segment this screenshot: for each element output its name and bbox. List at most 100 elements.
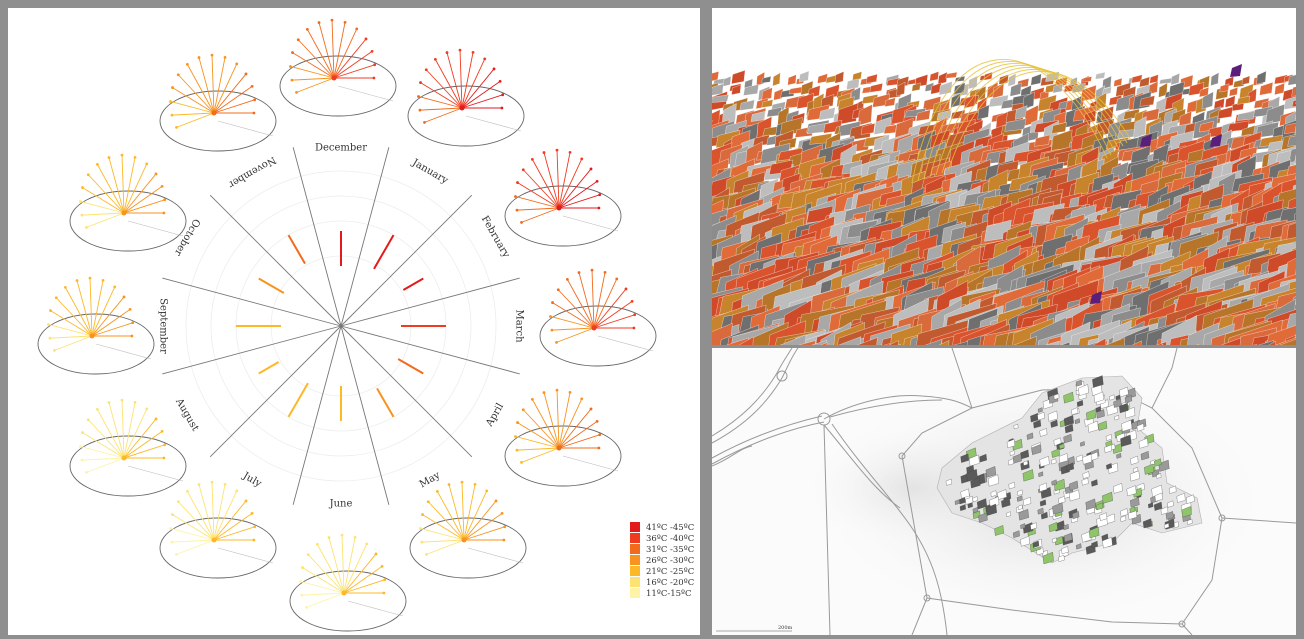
massing-block (1017, 504, 1023, 510)
massing-block (1020, 523, 1026, 529)
building-facet (915, 109, 931, 122)
building-facet (1082, 76, 1093, 83)
building-facet (1241, 75, 1251, 85)
massing-block (1075, 379, 1082, 387)
massing-block (1186, 494, 1195, 504)
month-label-august: August (173, 396, 201, 433)
building-facet (820, 94, 835, 109)
legend-label: 11ºC-15ºC (646, 589, 692, 599)
massing-block (1079, 441, 1085, 447)
massing-block (1048, 522, 1058, 533)
massing-block (1063, 415, 1074, 427)
massing-block (1168, 485, 1177, 494)
sun-path-glyph-october (69, 153, 187, 252)
guide-ring (210, 195, 472, 457)
sun-path-glyph-february (504, 148, 622, 247)
massing-block (1093, 391, 1104, 403)
massing-block (1012, 453, 1022, 464)
massing-block (1181, 506, 1192, 518)
massing-block (1006, 439, 1016, 449)
massing-block (1109, 394, 1115, 401)
spoke-line (340, 325, 390, 505)
massing-block (1078, 384, 1089, 396)
massing-block (1136, 423, 1145, 432)
legend-label: 21ºC -25ºC (646, 567, 694, 577)
building-facet (1201, 91, 1214, 110)
massing-block (1133, 466, 1139, 473)
month-label-june: June (329, 499, 353, 510)
massing-block (945, 478, 953, 486)
massing-block (1007, 458, 1015, 466)
legend-swatch (630, 588, 640, 598)
building-facet (938, 340, 950, 345)
massing-block (1058, 554, 1065, 562)
building-facet (1160, 343, 1164, 345)
massing-block (1154, 492, 1163, 502)
massing-block (959, 504, 966, 511)
building-facet (1030, 73, 1042, 86)
massing-block (1053, 393, 1060, 400)
massing-block (1148, 502, 1154, 509)
building-facet (884, 97, 896, 107)
scale-bar: 200m (716, 625, 793, 632)
massing-block (1130, 497, 1140, 508)
massing-block (1138, 438, 1149, 449)
month-label-may: May (418, 470, 443, 491)
building-facet (1291, 100, 1296, 108)
massing-block (1059, 443, 1065, 450)
building-facet (1196, 343, 1200, 345)
building-facet (1295, 114, 1296, 119)
legend-label: 41ºC -45ºC (646, 523, 694, 533)
building-facet (869, 82, 883, 93)
massing-block (1069, 489, 1080, 502)
urban-3d-render (712, 8, 1296, 345)
building-facet (1009, 82, 1022, 97)
massing-block (1022, 469, 1034, 482)
massing-block (1039, 456, 1050, 468)
building-facet (750, 110, 766, 122)
massing-block (1091, 479, 1098, 487)
massing-block (1104, 444, 1112, 453)
massing-block (1087, 420, 1099, 433)
massing-block (1124, 394, 1133, 403)
building-facet (731, 84, 742, 96)
sun-path-glyph-march (539, 268, 657, 367)
massing-block (1085, 498, 1096, 510)
building-facet (1287, 135, 1296, 147)
building-facet (1007, 72, 1017, 87)
building-facet (1259, 81, 1274, 96)
massing-block (1061, 546, 1069, 555)
massing-block (1016, 495, 1023, 502)
building-facet (1287, 74, 1296, 86)
massing-block (1040, 511, 1048, 520)
sun-path-glyph-january (407, 48, 525, 147)
building-facet (838, 336, 862, 345)
building-facet (883, 343, 890, 345)
radial-bar (397, 358, 424, 375)
massing-block (969, 454, 980, 467)
massing-block (1158, 459, 1170, 472)
massing-block (1074, 418, 1080, 425)
building-facet (1090, 291, 1102, 304)
massing-block (1095, 406, 1102, 413)
massing-block (978, 512, 988, 523)
month-label-january: January (409, 157, 450, 187)
month-label-october: October (172, 217, 202, 258)
building-facet (1257, 340, 1275, 345)
massing-block (1023, 460, 1029, 466)
radial-temperature-bars (236, 231, 446, 421)
building-facet (798, 340, 816, 345)
radial-bar (287, 382, 309, 418)
massing-block (1031, 444, 1042, 455)
site-plan: 200m (712, 348, 1296, 635)
massing-block (1064, 423, 1074, 434)
massing-block (1063, 532, 1073, 543)
massing-block (1051, 448, 1060, 458)
building-facet (937, 71, 948, 85)
month-label-september: September (158, 298, 169, 354)
massing-block (960, 453, 969, 463)
legend-swatch (630, 533, 640, 543)
massing-block (1153, 501, 1163, 511)
building-facet (1219, 83, 1230, 93)
